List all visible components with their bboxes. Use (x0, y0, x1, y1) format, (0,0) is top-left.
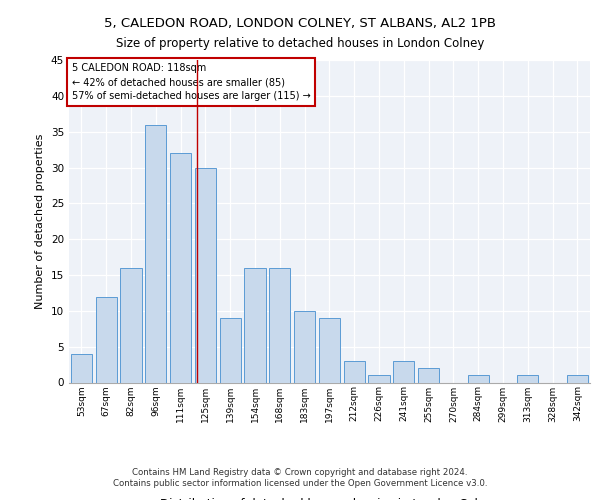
Bar (418, 368, 439, 382)
Bar (294, 311, 315, 382)
Bar (319, 318, 340, 382)
Bar (393, 361, 415, 382)
X-axis label: Distribution of detached houses by size in London Colney: Distribution of detached houses by size … (160, 498, 499, 500)
Bar (467, 376, 489, 382)
Text: Size of property relative to detached houses in London Colney: Size of property relative to detached ho… (116, 38, 484, 51)
Text: Contains HM Land Registry data © Crown copyright and database right 2024.
Contai: Contains HM Land Registry data © Crown c… (113, 468, 487, 487)
Bar (145, 124, 166, 382)
Bar (71, 354, 92, 382)
Text: 5, CALEDON ROAD, LONDON COLNEY, ST ALBANS, AL2 1PB: 5, CALEDON ROAD, LONDON COLNEY, ST ALBAN… (104, 18, 496, 30)
Bar (269, 268, 290, 382)
Bar (170, 153, 191, 382)
Bar (121, 268, 142, 382)
Bar (220, 318, 241, 382)
Bar (368, 376, 389, 382)
Bar (195, 168, 216, 382)
Bar (567, 376, 588, 382)
Bar (517, 376, 538, 382)
Y-axis label: Number of detached properties: Number of detached properties (35, 134, 46, 309)
Bar (344, 361, 365, 382)
Text: 5 CALEDON ROAD: 118sqm
← 42% of detached houses are smaller (85)
57% of semi-det: 5 CALEDON ROAD: 118sqm ← 42% of detached… (71, 63, 310, 101)
Bar (95, 296, 117, 382)
Bar (244, 268, 266, 382)
